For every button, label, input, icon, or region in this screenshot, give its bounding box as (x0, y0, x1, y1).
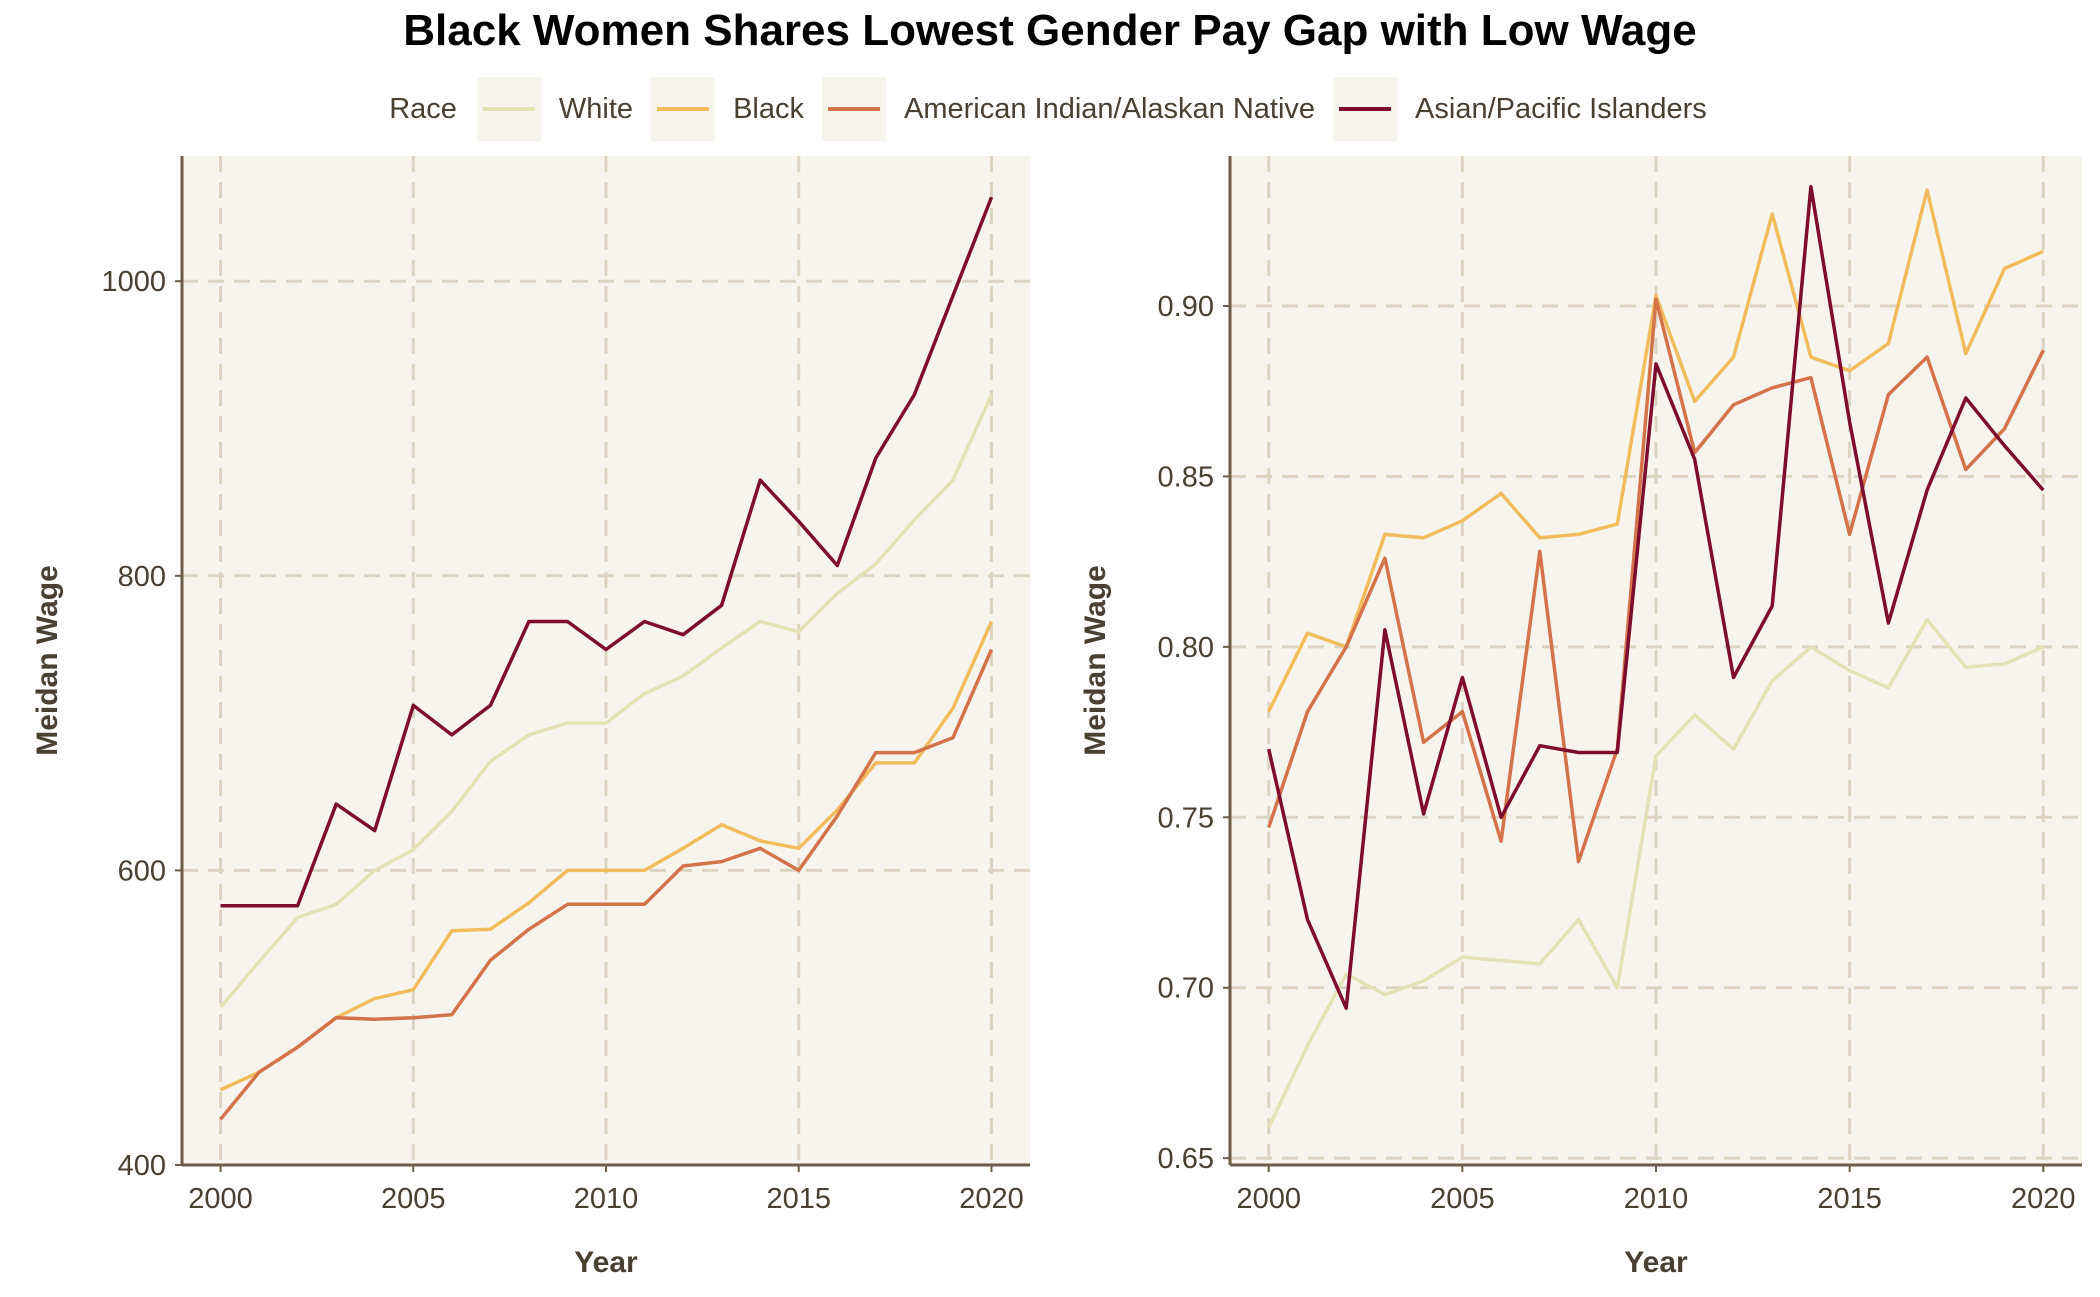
panel-2-y-tick-label: 0.70 (1158, 973, 1214, 1005)
panel-2-series-black (1267, 188, 2045, 713)
panel-1-x-tick-label: 2005 (381, 1183, 446, 1215)
panel-1-series-asian-pacific-islanders (220, 196, 994, 908)
legend-label-white: White (558, 92, 634, 125)
panel-1-series-american-indian-alaskan-native (219, 648, 994, 1121)
legend-key-white (476, 77, 541, 141)
panel-2-x-tick-label: 2020 (2011, 1183, 2076, 1215)
legend-key-american-indian (821, 77, 886, 141)
legend-item-asian-pacific: Asian/Pacific Islanders (1333, 77, 1707, 141)
panel-1-y-axis-title: Meidan Wage (31, 565, 64, 756)
legend-label-black: Black (733, 92, 804, 125)
panel-2-x-tick-label: 2005 (1430, 1183, 1495, 1215)
panel-1-y-tick-label: 800 (118, 561, 166, 593)
panel-2-y-tick-label: 0.90 (1158, 291, 1214, 323)
legend-item-black: Black (651, 77, 804, 141)
legend: Race White Black American Indian/Alaskan… (0, 76, 2100, 142)
panel-1-x-tick-label: 2000 (188, 1183, 253, 1215)
legend-title: Race (389, 92, 457, 125)
panel-2-x-tick-label: 2015 (1817, 1183, 1882, 1215)
panel-2-x-tick-label: 2000 (1236, 1183, 1301, 1215)
legend-item-american-indian: American Indian/Alaskan Native (821, 77, 1316, 141)
panel-2-x-tick-label: 2010 (1624, 1183, 1689, 1215)
legend-key-black (651, 77, 716, 141)
panel-2-series-asian-pacific-islanders (1266, 184, 2045, 1010)
panel-1-x-tick-label: 2020 (959, 1183, 1024, 1215)
panel-2-series-white (1267, 617, 2045, 1129)
panel-1-y-tick-label: 600 (118, 855, 166, 887)
panel-1-y-tick-label: 400 (118, 1150, 166, 1182)
legend-key-asian-pacific (1333, 77, 1398, 141)
legend-label-asian-pacific: Asian/Pacific Islanders (1415, 92, 1707, 125)
panel-1-series-black (219, 620, 994, 1092)
panel-2-y-tick-label: 0.85 (1158, 461, 1214, 493)
panel-1-x-axis-title: Year (574, 1246, 638, 1279)
legend-item-white: White (476, 77, 634, 141)
panel-2-x-axis-title: Year (1624, 1246, 1688, 1279)
panel-1-x-tick-label: 2010 (574, 1183, 639, 1215)
legend-label-american-indian: American Indian/Alaskan Native (903, 92, 1316, 125)
panel-2-y-tick-label: 0.75 (1158, 802, 1214, 834)
panel-2-y-tick-label: 0.80 (1158, 632, 1214, 664)
panel-1-y-tick-label: 1000 (101, 266, 166, 298)
panel-1-x-tick-label: 2015 (766, 1183, 831, 1215)
panel-1-series-white (219, 393, 994, 1009)
panel-2-series-american-indian-alaskan-native (1267, 297, 2045, 864)
panel-2-y-tick-label: 0.65 (1158, 1143, 1214, 1175)
panel-2-y-axis-title: Meidan Wage (1079, 565, 1112, 756)
chart-title: Black Women Shares Lowest Gender Pay Gap… (403, 6, 1697, 55)
